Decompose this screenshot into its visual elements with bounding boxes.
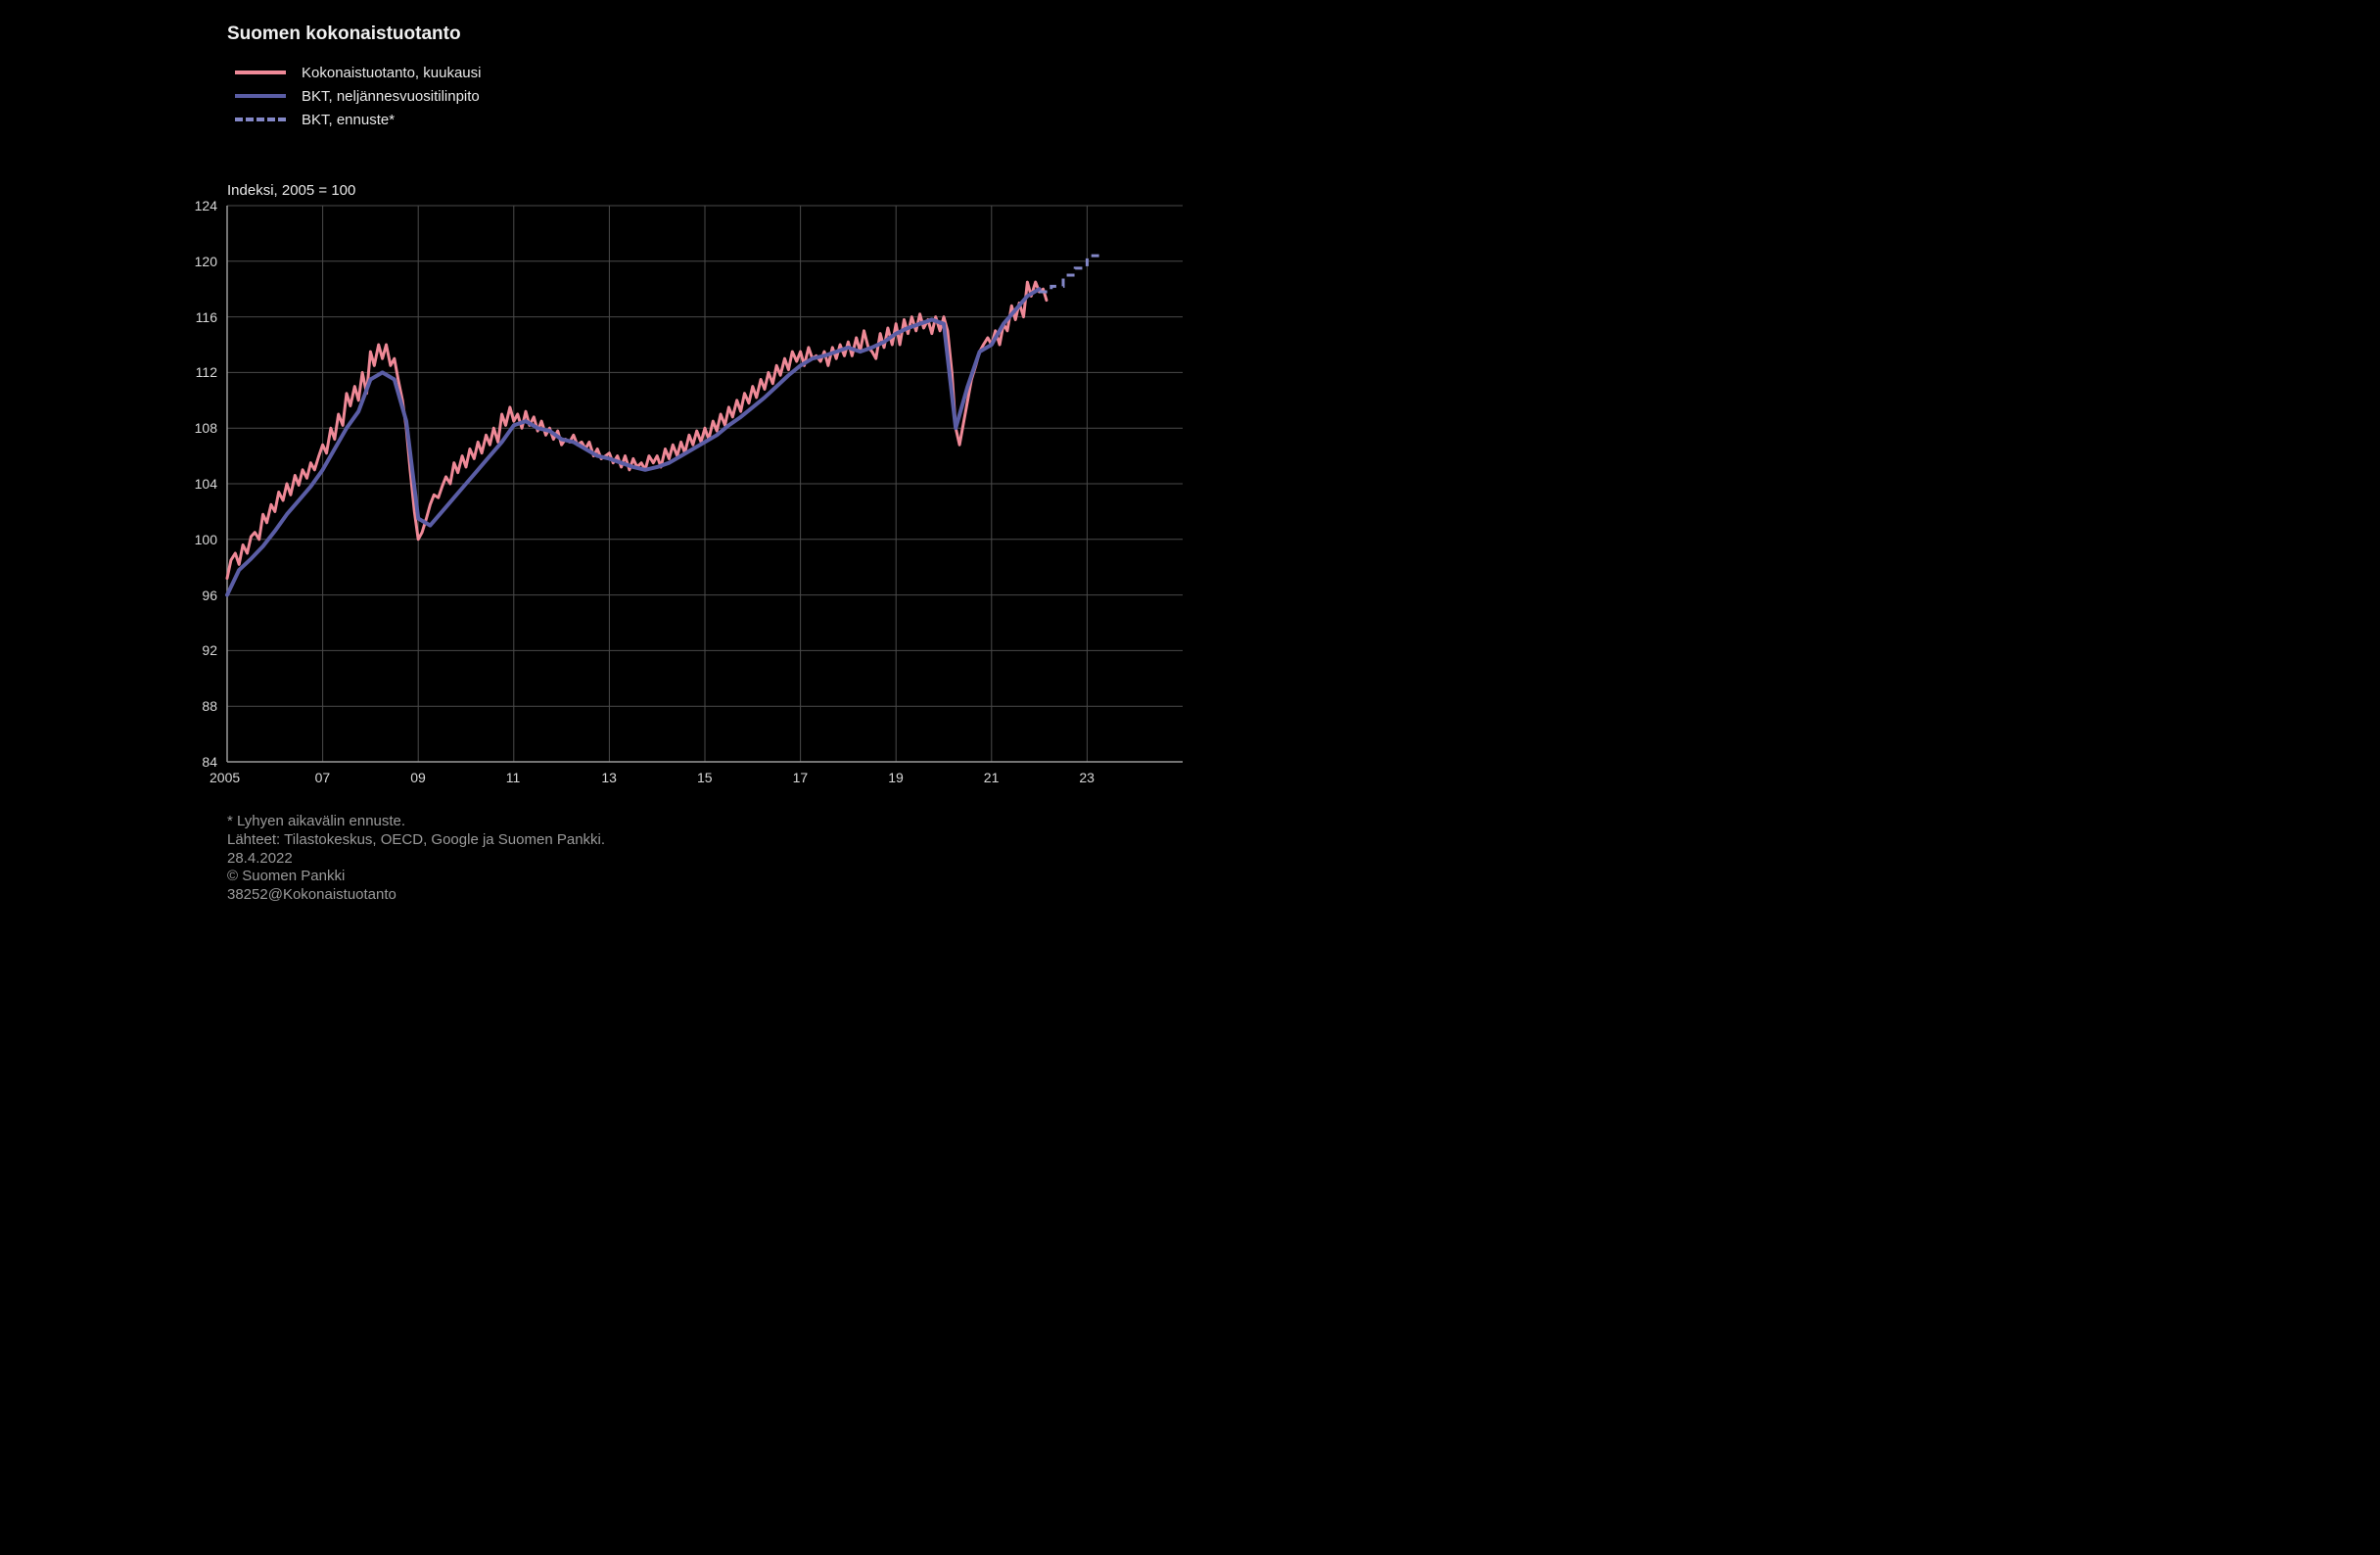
y-tick-label: 124 [174, 198, 217, 213]
chart-footer: * Lyhyen aikavälin ennuste. Lähteet: Til… [227, 813, 605, 905]
y-tick-label: 88 [174, 698, 217, 714]
y-tick-label: 84 [174, 754, 217, 770]
x-tick-label: 07 [315, 770, 331, 785]
y-tick-label: 96 [174, 588, 217, 603]
y-tick-label: 120 [174, 254, 217, 269]
footer-copyright: © Suomen Pankki [227, 868, 605, 886]
footer-date: 28.4.2022 [227, 850, 605, 869]
y-tick-label: 116 [174, 309, 217, 325]
y-tick-label: 112 [174, 364, 217, 380]
x-tick-label: 11 [506, 770, 521, 785]
y-tick-label: 108 [174, 420, 217, 436]
x-tick-label: 19 [888, 770, 904, 785]
x-tick-label: 23 [1079, 770, 1095, 785]
chart-svg [0, 0, 1488, 960]
footer-note: * Lyhyen aikavälin ennuste. [227, 813, 605, 831]
y-tick-label: 92 [174, 642, 217, 658]
y-tick-label: 104 [174, 476, 217, 492]
x-tick-label: 2005 [210, 770, 240, 785]
x-tick-label: 21 [984, 770, 1000, 785]
footer-ref: 38252@Kokonaistuotanto [227, 886, 605, 905]
x-tick-label: 17 [793, 770, 809, 785]
x-tick-label: 13 [601, 770, 617, 785]
footer-sources: Lähteet: Tilastokeskus, OECD, Google ja … [227, 831, 605, 850]
x-tick-label: 15 [697, 770, 713, 785]
x-tick-label: 09 [410, 770, 426, 785]
y-tick-label: 100 [174, 532, 217, 547]
chart-stage: Suomen kokonaistuotanto Kokonaistuotanto… [0, 0, 1488, 960]
